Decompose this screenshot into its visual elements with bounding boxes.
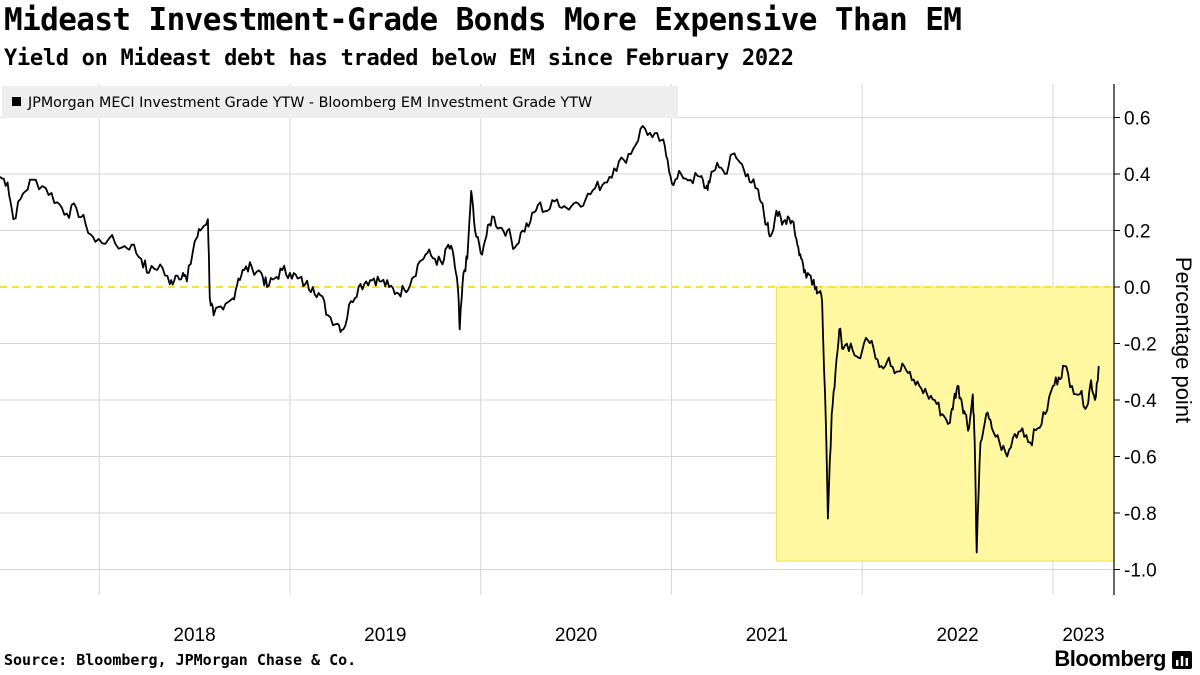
- y-tick-label: 0.0: [1124, 278, 1150, 299]
- y-tick-label: -0.4: [1124, 391, 1157, 412]
- y-tick-label: -0.6: [1124, 448, 1157, 469]
- source-note: Source: Bloomberg, JPMorgan Chase & Co.: [4, 651, 357, 669]
- series-line: [0, 125, 1100, 554]
- x-tick-label: 2018: [173, 625, 215, 646]
- y-axis-label: Percentage point: [1171, 257, 1196, 423]
- legend: JPMorgan MECI Investment Grade YTW - Blo…: [2, 86, 678, 118]
- x-tick-labels: 2018 2019 2020 2021 2022 2023: [173, 625, 1104, 646]
- x-tick-label: 2020: [555, 625, 597, 646]
- legend-label: JPMorgan MECI Investment Grade YTW - Blo…: [27, 95, 592, 111]
- bar-chart-icon: [1172, 651, 1192, 669]
- brand-logo: Bloomberg: [1054, 646, 1166, 671]
- legend-swatch: [12, 97, 21, 106]
- x-tick-label: 2019: [364, 625, 406, 646]
- y-tick-label: 0.4: [1124, 165, 1151, 186]
- chart-title: Mideast Investment-Grade Bonds More Expe…: [4, 2, 962, 38]
- x-tick-label: 2023: [1062, 625, 1104, 646]
- y-tick-label: -1.0: [1124, 561, 1157, 582]
- legend-background: [2, 86, 678, 118]
- y-tick-label: 0.6: [1124, 109, 1150, 130]
- y-tick-label: -0.2: [1124, 335, 1157, 356]
- highlight-region: [775, 286, 1115, 562]
- x-tick-label: 2021: [746, 625, 788, 646]
- y-axis: [1113, 84, 1120, 595]
- y-tick-label: -0.8: [1124, 504, 1157, 525]
- y-tick-label: 0.2: [1124, 222, 1150, 243]
- chart-subtitle: Yield on Mideast debt has traded below E…: [4, 46, 794, 71]
- y-tick-labels: 0.6 0.4 0.2 0.0 -0.2 -0.4 -0.6 -0.8 -1.0: [1124, 109, 1157, 582]
- x-tick-label: 2022: [936, 625, 978, 646]
